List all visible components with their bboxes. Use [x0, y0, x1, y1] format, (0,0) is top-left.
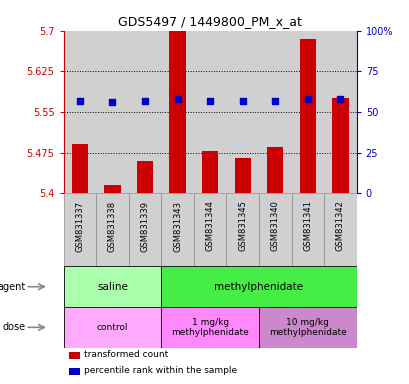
Text: GSM831337: GSM831337 — [75, 200, 84, 252]
Text: GSM831343: GSM831343 — [173, 200, 182, 252]
Bar — [291, 193, 324, 266]
Bar — [258, 307, 356, 348]
Point — [336, 96, 343, 102]
Text: GSM831338: GSM831338 — [108, 200, 117, 252]
Bar — [69, 352, 79, 359]
Bar — [258, 193, 291, 266]
Bar — [193, 193, 226, 266]
Text: control: control — [97, 323, 128, 332]
Point — [271, 98, 278, 104]
Point — [142, 98, 148, 104]
Bar — [128, 193, 161, 266]
Bar — [63, 31, 96, 193]
Bar — [299, 39, 315, 193]
Bar — [161, 193, 193, 266]
Bar — [128, 31, 161, 193]
Text: GSM831344: GSM831344 — [205, 200, 214, 252]
Bar — [267, 147, 283, 193]
Bar — [63, 307, 161, 348]
Bar — [202, 151, 218, 193]
Text: percentile rank within the sample: percentile rank within the sample — [84, 366, 237, 375]
Bar — [291, 31, 324, 193]
Bar — [161, 307, 258, 348]
Bar — [226, 31, 258, 193]
Bar — [169, 31, 185, 193]
Bar — [324, 31, 356, 193]
Text: GSM831341: GSM831341 — [303, 200, 312, 252]
Bar — [258, 31, 291, 193]
Bar — [96, 31, 128, 193]
Text: agent: agent — [0, 282, 25, 292]
Bar — [161, 31, 193, 193]
Bar — [234, 158, 250, 193]
Bar — [331, 98, 348, 193]
Text: dose: dose — [2, 322, 25, 332]
Text: GSM831342: GSM831342 — [335, 200, 344, 252]
Text: GSM831345: GSM831345 — [238, 200, 247, 252]
Bar — [193, 31, 226, 193]
Bar — [63, 193, 96, 266]
Point — [109, 99, 115, 105]
Point — [239, 98, 245, 104]
Text: GSM831339: GSM831339 — [140, 200, 149, 252]
Bar — [63, 266, 161, 307]
Point — [76, 98, 83, 104]
Point — [304, 96, 310, 102]
Text: GSM831340: GSM831340 — [270, 200, 279, 252]
Bar — [161, 266, 356, 307]
Text: methylphenidate: methylphenidate — [214, 282, 303, 292]
Bar — [104, 185, 120, 193]
Bar — [226, 193, 258, 266]
Point — [174, 96, 180, 102]
Bar — [324, 193, 356, 266]
Text: saline: saline — [97, 282, 128, 292]
Text: 10 mg/kg
methylphenidate: 10 mg/kg methylphenidate — [268, 318, 346, 337]
Bar — [69, 368, 79, 375]
Title: GDS5497 / 1449800_PM_x_at: GDS5497 / 1449800_PM_x_at — [118, 15, 301, 28]
Point — [206, 98, 213, 104]
Bar — [137, 161, 153, 193]
Bar — [72, 144, 88, 193]
Text: 1 mg/kg
methylphenidate: 1 mg/kg methylphenidate — [171, 318, 248, 337]
Bar — [96, 193, 128, 266]
Text: transformed count: transformed count — [84, 350, 168, 359]
